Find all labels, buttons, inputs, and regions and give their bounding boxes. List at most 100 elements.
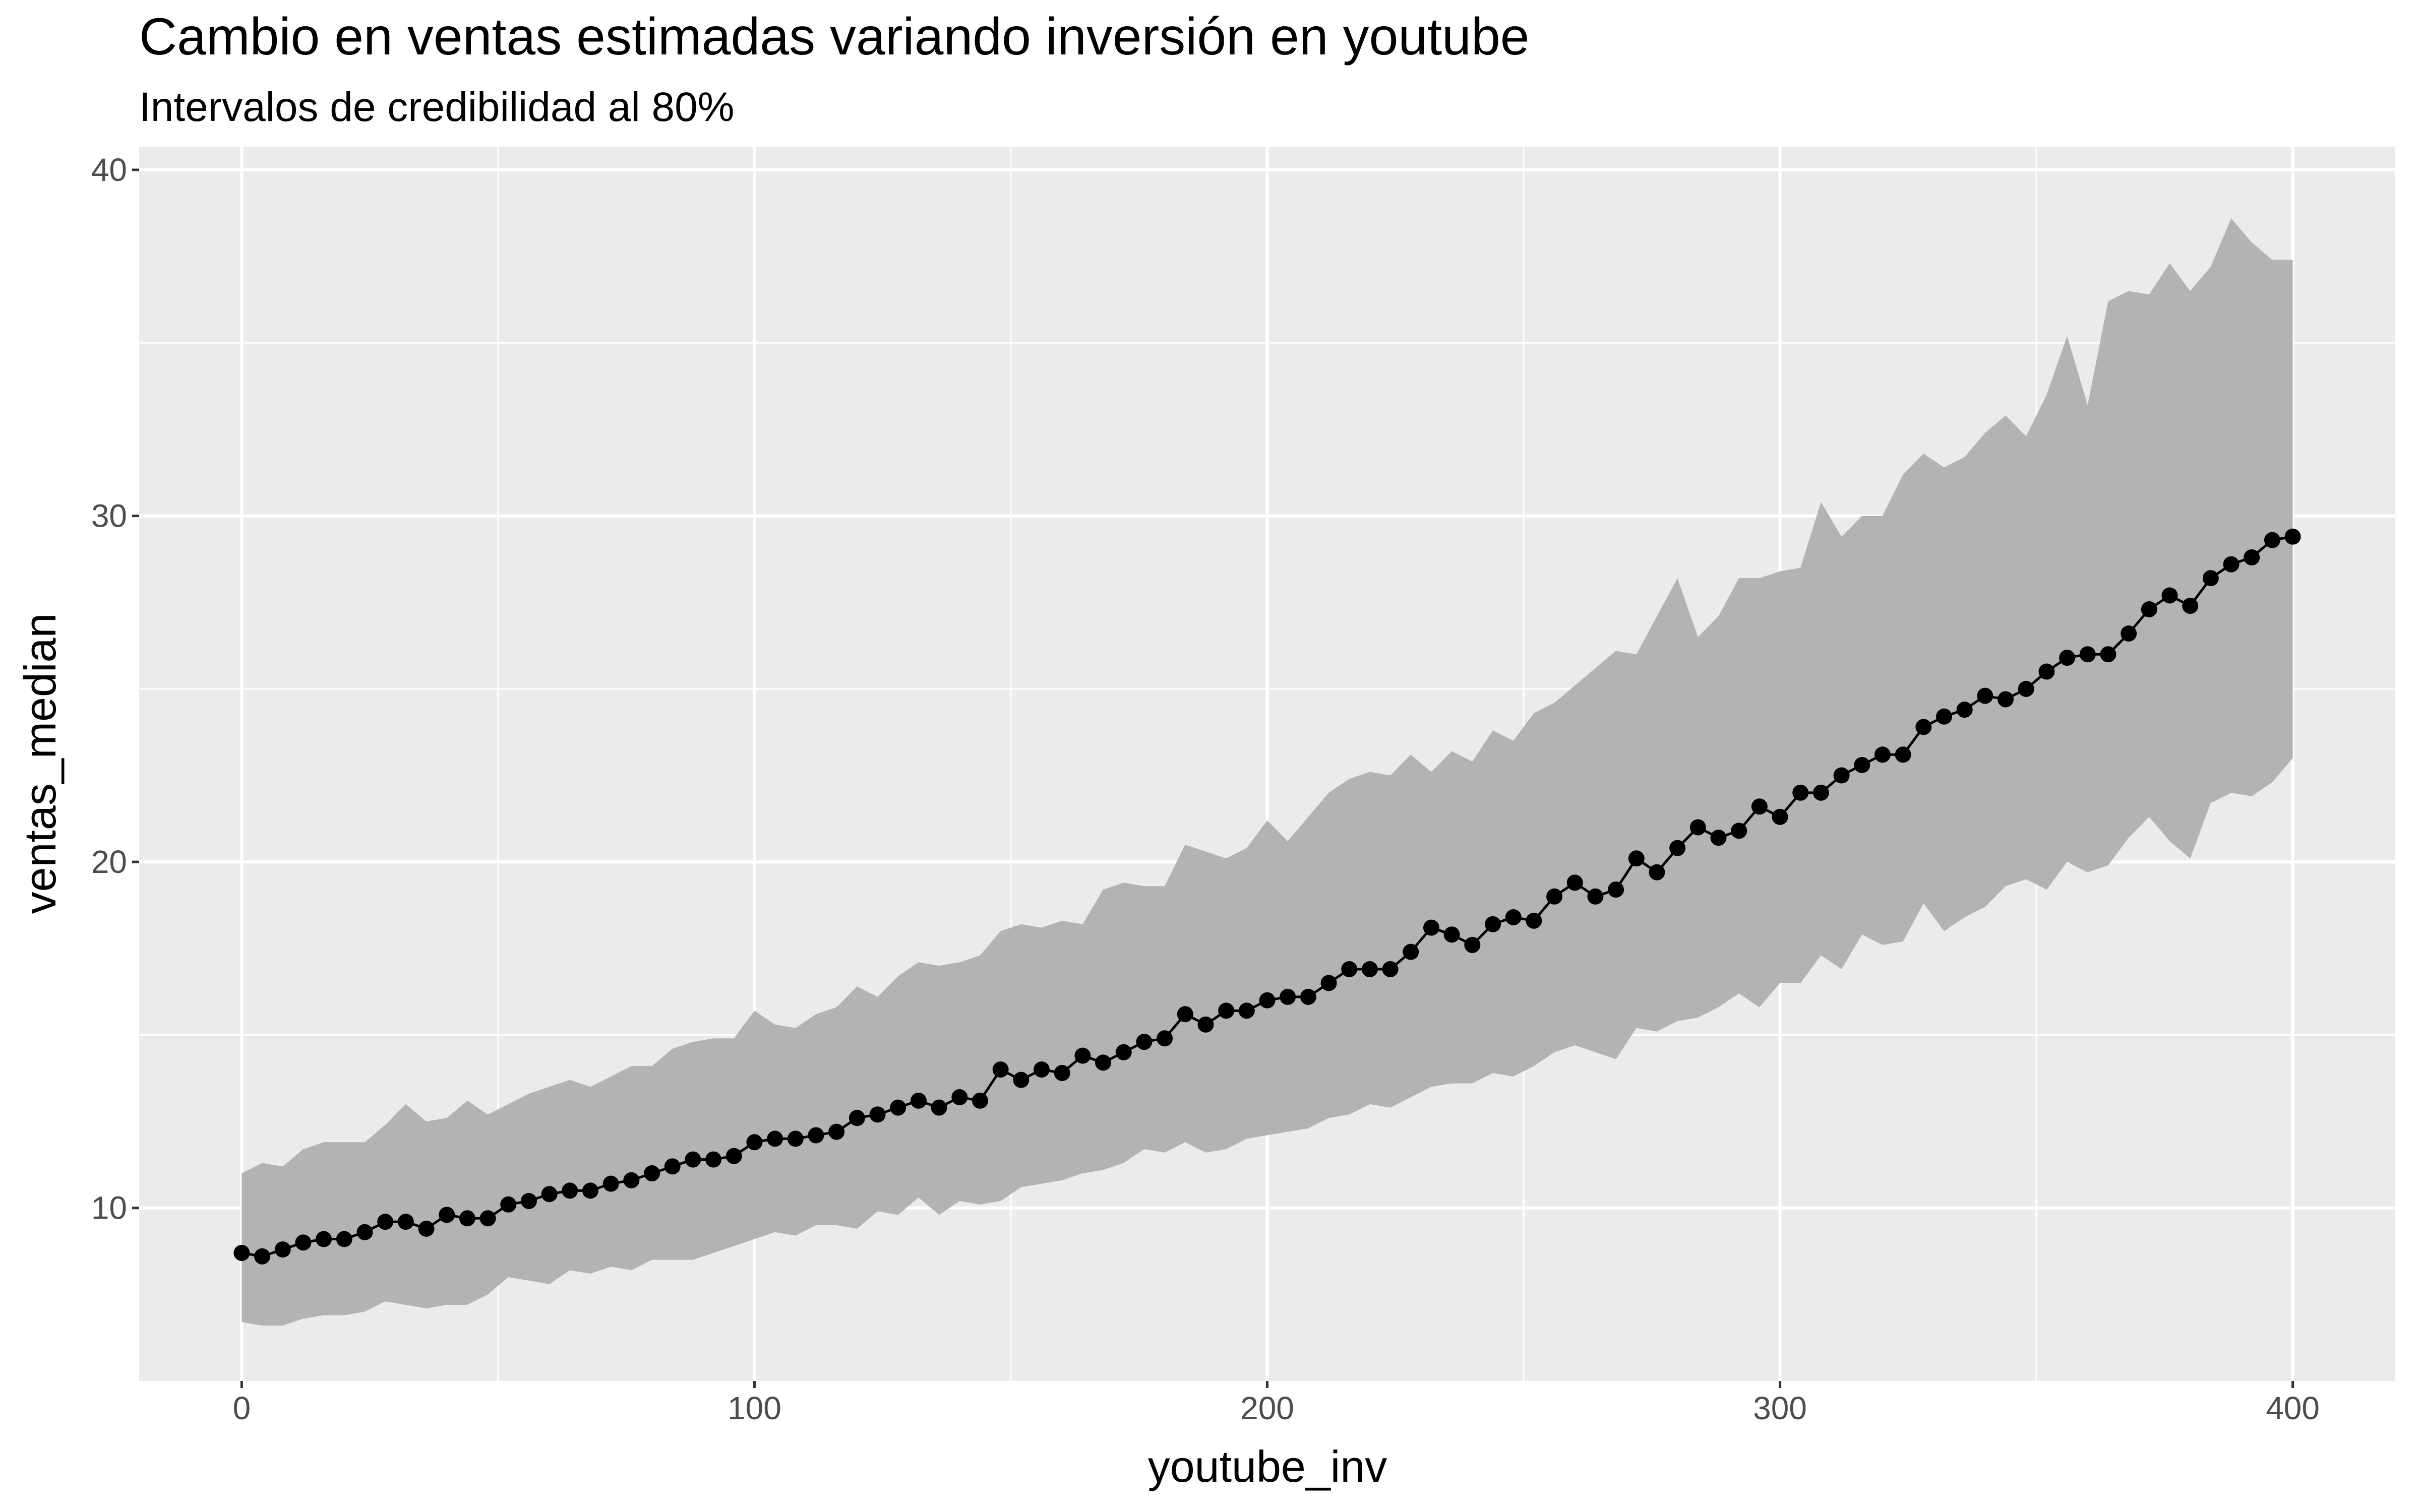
median-point [2161, 587, 2178, 604]
x-tick-label: 400 [2266, 1390, 2320, 1426]
median-point [1074, 1047, 1091, 1064]
median-point [664, 1158, 681, 1175]
median-point [2284, 528, 2301, 545]
median-point [1136, 1034, 1153, 1050]
median-point [1505, 909, 1522, 925]
median-point [2202, 570, 2219, 587]
median-point [1157, 1030, 1173, 1047]
median-point [644, 1165, 660, 1182]
median-point [520, 1192, 537, 1209]
median-point [316, 1231, 332, 1247]
median-point [562, 1182, 578, 1199]
median-point [1443, 926, 1460, 943]
median-point [356, 1224, 373, 1240]
median-point [418, 1220, 435, 1237]
median-point [685, 1151, 701, 1168]
median-point [1382, 961, 1399, 977]
median-point [787, 1130, 804, 1147]
median-point [2079, 646, 2096, 663]
chart-title: Cambio en ventas estimadas variando inve… [139, 8, 1530, 66]
median-point [1812, 784, 1829, 801]
median-point [2059, 650, 2076, 666]
median-point [233, 1244, 250, 1261]
y-tick-label: 30 [91, 498, 127, 534]
x-axis-title: youtube_inv [1148, 1441, 1387, 1491]
median-point [602, 1175, 619, 1192]
median-point [623, 1172, 640, 1188]
median-point [479, 1210, 496, 1227]
median-point [1218, 1002, 1235, 1019]
median-point [746, 1134, 763, 1151]
median-point [1320, 975, 1337, 991]
median-point [459, 1210, 475, 1227]
median-point [1977, 687, 1993, 704]
median-point [705, 1151, 722, 1168]
median-point [336, 1231, 352, 1247]
median-point [1546, 888, 1563, 905]
median-point [1587, 888, 1604, 905]
median-point [1013, 1072, 1030, 1088]
median-point [2141, 601, 2157, 617]
x-tick-label: 300 [1753, 1390, 1807, 1426]
median-point [1874, 746, 1891, 763]
median-point [541, 1186, 558, 1203]
median-point [1772, 808, 1788, 825]
median-point [1915, 719, 1932, 735]
median-point [992, 1061, 1009, 1078]
x-tick-label: 100 [728, 1390, 781, 1426]
y-tick-label: 40 [91, 152, 127, 188]
median-point [725, 1148, 742, 1164]
median-point [2100, 646, 2116, 663]
median-point [2018, 680, 2034, 697]
median-point [828, 1123, 845, 1140]
median-point [2223, 556, 2240, 573]
median-point [1731, 823, 1747, 839]
credible-interval-ribbon [241, 218, 2293, 1326]
y-tick-label: 20 [91, 844, 127, 880]
median-point [377, 1214, 394, 1230]
median-point [1403, 943, 1419, 960]
median-point [1259, 992, 1276, 1009]
median-point [295, 1234, 312, 1251]
median-point [1895, 746, 1911, 763]
median-point [582, 1182, 598, 1199]
x-tick-label: 0 [233, 1390, 251, 1426]
median-point [397, 1214, 414, 1230]
median-point [1956, 702, 1973, 718]
median-point [254, 1248, 271, 1265]
median-point [808, 1127, 824, 1144]
median-point [1341, 961, 1358, 977]
median-point [2182, 598, 2199, 614]
median-point [2038, 663, 2055, 680]
median-point [2264, 532, 2280, 548]
median-point [1751, 798, 1768, 815]
median-point [1833, 767, 1850, 784]
median-point [1361, 961, 1378, 977]
median-point [1238, 1002, 1255, 1019]
median-point [1280, 988, 1296, 1005]
median-point [1095, 1054, 1112, 1071]
median-point [1300, 988, 1316, 1005]
median-point [1669, 840, 1686, 856]
chart-subtitle: Intervalos de credibilidad al 80% [139, 84, 735, 130]
median-point [1998, 691, 2014, 708]
median-point [1608, 881, 1624, 898]
median-point [500, 1196, 517, 1213]
median-point [274, 1241, 291, 1258]
median-point [1485, 916, 1501, 932]
median-point [1197, 1016, 1214, 1033]
y-tick-label: 10 [91, 1190, 127, 1226]
median-point [951, 1089, 968, 1106]
median-point [869, 1106, 886, 1123]
median-point [931, 1099, 947, 1116]
median-point [1628, 850, 1645, 867]
median-point [1177, 1006, 1193, 1023]
median-point [1689, 819, 1706, 836]
median-point [2121, 625, 2137, 642]
median-point [1115, 1044, 1132, 1060]
median-point [890, 1099, 906, 1116]
median-point [2244, 549, 2260, 565]
median-point [1792, 784, 1809, 801]
median-point [1854, 757, 1870, 773]
